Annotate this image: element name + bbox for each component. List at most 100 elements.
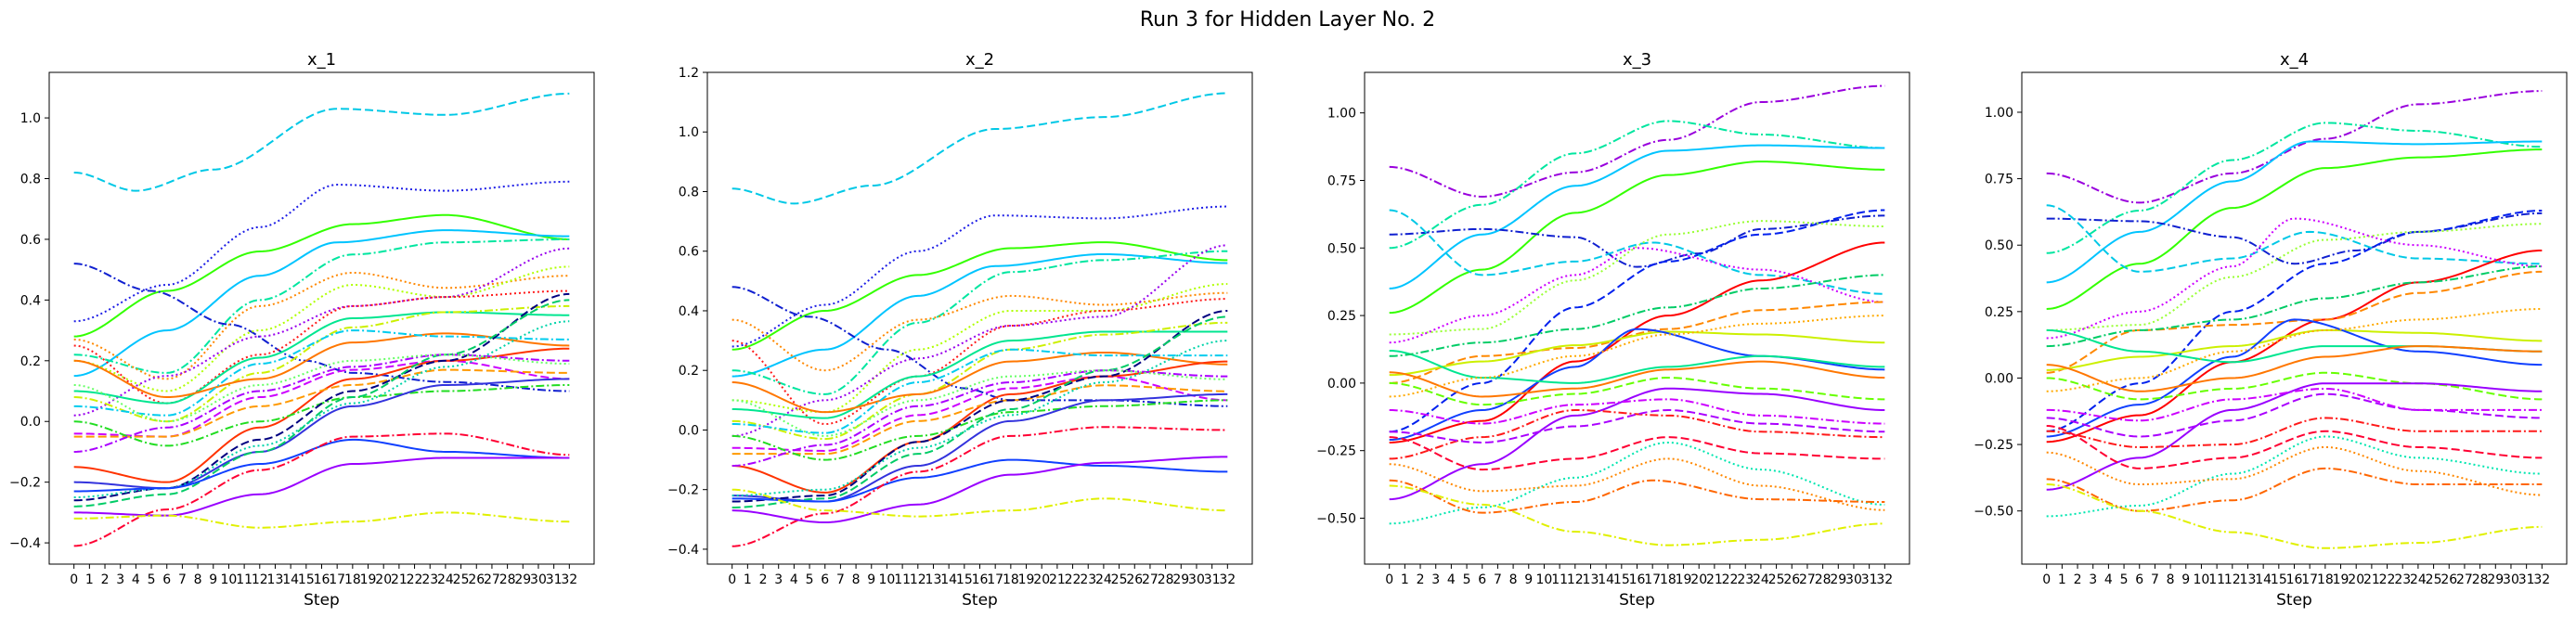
x-tick-label: 25 [2426, 572, 2442, 587]
y-tick-label: 1.0 [679, 125, 699, 140]
series-line-2 [2046, 122, 2543, 254]
x-tick-label: 19 [2333, 572, 2349, 587]
series-group [73, 92, 570, 547]
x-tick-label: 15 [2271, 572, 2287, 587]
y-tick-label: −0.25 [1974, 438, 2013, 453]
x-tick-label: 4 [2104, 572, 2113, 587]
x-tick-label: 1 [1401, 572, 1409, 587]
x-tick-label: 26 [468, 572, 485, 587]
series-line-10 [731, 298, 1228, 426]
x-tick-label: 7 [836, 572, 845, 587]
x-tick-label: 22 [1722, 572, 1739, 587]
series-line-4 [731, 252, 1228, 378]
series-line-24 [2046, 467, 2543, 512]
series-line-8 [731, 283, 1228, 414]
series-line-10 [2046, 217, 2543, 340]
y-tick-label: 0.8 [679, 185, 699, 199]
x-tick-label: 15 [298, 572, 315, 587]
x-tick-label: 31 [2518, 572, 2535, 587]
x-tick-label: 11 [1551, 572, 1568, 587]
x-tick-label: 9 [1524, 572, 1533, 587]
series-line-21 [73, 299, 570, 508]
x-tick-label: 18 [1003, 572, 1019, 587]
subplot-title: x_3 [1623, 50, 1651, 70]
x-tick-label: 32 [2533, 572, 2550, 587]
x-tick-label: 27 [2456, 572, 2473, 587]
x-tick-label: 14 [282, 572, 299, 587]
series-line-18 [1389, 387, 1885, 501]
series-line-8 [1389, 241, 1885, 443]
x-tick-label: 13 [926, 572, 942, 587]
x-tick-label: 6 [821, 572, 829, 587]
series-line-26 [2046, 387, 2543, 422]
series-line-20 [2046, 392, 2543, 438]
subplot-grid: x_1−0.4−0.20.00.20.40.60.81.00 1 2 3 4 5 6 7 8 9 1… [9, 50, 2568, 610]
y-tick-label: 0.2 [20, 354, 41, 369]
x-tick-label: 5 [806, 572, 814, 587]
series-line-14 [731, 348, 1228, 434]
x-tick-label: 21 [1049, 572, 1066, 587]
x-tick-label: 18 [344, 572, 361, 587]
series-line-23 [2046, 445, 2543, 496]
x-tick-label: 30 [1845, 572, 1862, 587]
series-line-20 [73, 292, 570, 502]
series-line-15 [73, 359, 570, 438]
series-line-6 [731, 286, 1228, 407]
x-tick-label: 17 [1644, 572, 1661, 587]
series-line-10 [73, 289, 570, 405]
series-line-14 [1389, 349, 1885, 384]
series-line-5 [731, 250, 1228, 395]
x-tick-label: 13 [2240, 572, 2257, 587]
series-line-16 [1389, 274, 1885, 357]
series-line-4 [1389, 161, 1885, 315]
x-tick-label: 23 [2394, 572, 2411, 587]
y-tick-label: 0.4 [679, 304, 699, 319]
x-tick-label: 21 [1706, 572, 1723, 587]
x-tick-label: 4 [1447, 572, 1456, 587]
x-axis-label: Step [962, 591, 998, 610]
x-tick-label: 13 [267, 572, 284, 587]
series-line-24 [731, 426, 1228, 547]
series-line-20 [731, 309, 1228, 503]
series-line-17 [731, 384, 1228, 456]
x-tick-label: 8 [852, 572, 861, 587]
x-tick-label: 2 [101, 572, 110, 587]
x-tick-label: 19 [1018, 572, 1035, 587]
subplot-1: x_1−0.4−0.20.00.20.40.60.81.00 1 2 3 4 5 6 7 8 9 1… [9, 50, 595, 610]
x-tick-label: 10 [2194, 572, 2210, 587]
y-tick-label: 0.75 [1985, 173, 2013, 187]
series-line-8 [2046, 249, 2543, 443]
subplot-2: x_2−0.4−0.20.00.20.40.60.81.01.20 1 2 3 4 5 6 7… [667, 50, 1253, 610]
x-tick-label: 1 [2058, 572, 2066, 587]
y-tick-label: −0.4 [667, 543, 699, 558]
x-tick-label: 3 [774, 572, 783, 587]
x-tick-label: 21 [391, 572, 408, 587]
x-tick-label: 2 [2074, 572, 2082, 587]
series-line-3 [2046, 140, 2543, 284]
series-line-5 [73, 238, 570, 374]
series-line-16 [73, 347, 570, 483]
y-tick-label: 0.75 [1327, 174, 1356, 188]
x-axis-label: Step [1619, 591, 1655, 610]
x-tick-label: 30 [530, 572, 547, 587]
x-tick-label: 10 [879, 572, 896, 587]
y-tick-label: 0.8 [20, 173, 41, 187]
y-tick-label: 0.0 [679, 423, 699, 438]
series-group [731, 92, 1228, 547]
x-tick-label: 9 [209, 572, 217, 587]
x-tick-label: 20 [1690, 572, 1707, 587]
series-line-13 [73, 332, 570, 399]
series-line-11 [1389, 301, 1885, 384]
y-tick-label: −0.2 [9, 476, 41, 491]
series-line-27 [1389, 315, 1885, 398]
series-line-1 [731, 92, 1228, 205]
x-tick-label: 20 [1033, 572, 1050, 587]
series-line-6 [73, 263, 570, 392]
x-tick-label: 22 [1065, 572, 1081, 587]
x-tick-label: 19 [1676, 572, 1692, 587]
x-tick-label: 0 [728, 572, 736, 587]
x-tick-label: 3 [1431, 572, 1440, 587]
x-tick-label: 20 [375, 572, 392, 587]
y-tick-label: 1.00 [1985, 106, 2013, 121]
subplot-3: x_3−0.50−0.250.000.250.500.751.000 1 2 3 4 5 6… [1316, 50, 1910, 610]
